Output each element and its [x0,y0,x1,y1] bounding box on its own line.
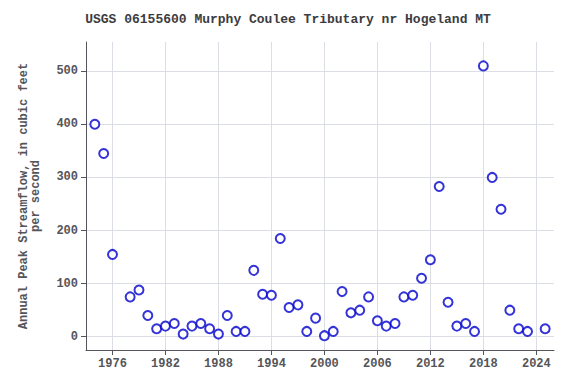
svg-text:per second: per second [29,160,43,232]
svg-text:500: 500 [56,64,78,78]
svg-text:2000: 2000 [310,357,339,371]
svg-text:2012: 2012 [416,357,445,371]
svg-text:0: 0 [71,330,78,344]
svg-text:Annual Peak Streamflow, in cub: Annual Peak Streamflow, in cubic feet [17,62,31,330]
svg-text:1976: 1976 [98,357,127,371]
svg-text:200: 200 [56,224,78,238]
svg-text:1988: 1988 [204,357,233,371]
svg-text:USGS 06155600 Murphy Coulee Tr: USGS 06155600 Murphy Coulee Tributary nr… [85,12,491,27]
svg-text:1982: 1982 [151,357,180,371]
svg-text:100: 100 [56,277,78,291]
svg-text:2024: 2024 [522,357,551,371]
svg-text:2006: 2006 [363,357,392,371]
svg-text:2018: 2018 [469,357,498,371]
svg-text:300: 300 [56,170,78,184]
svg-text:400: 400 [56,117,78,131]
svg-text:1994: 1994 [257,357,286,371]
